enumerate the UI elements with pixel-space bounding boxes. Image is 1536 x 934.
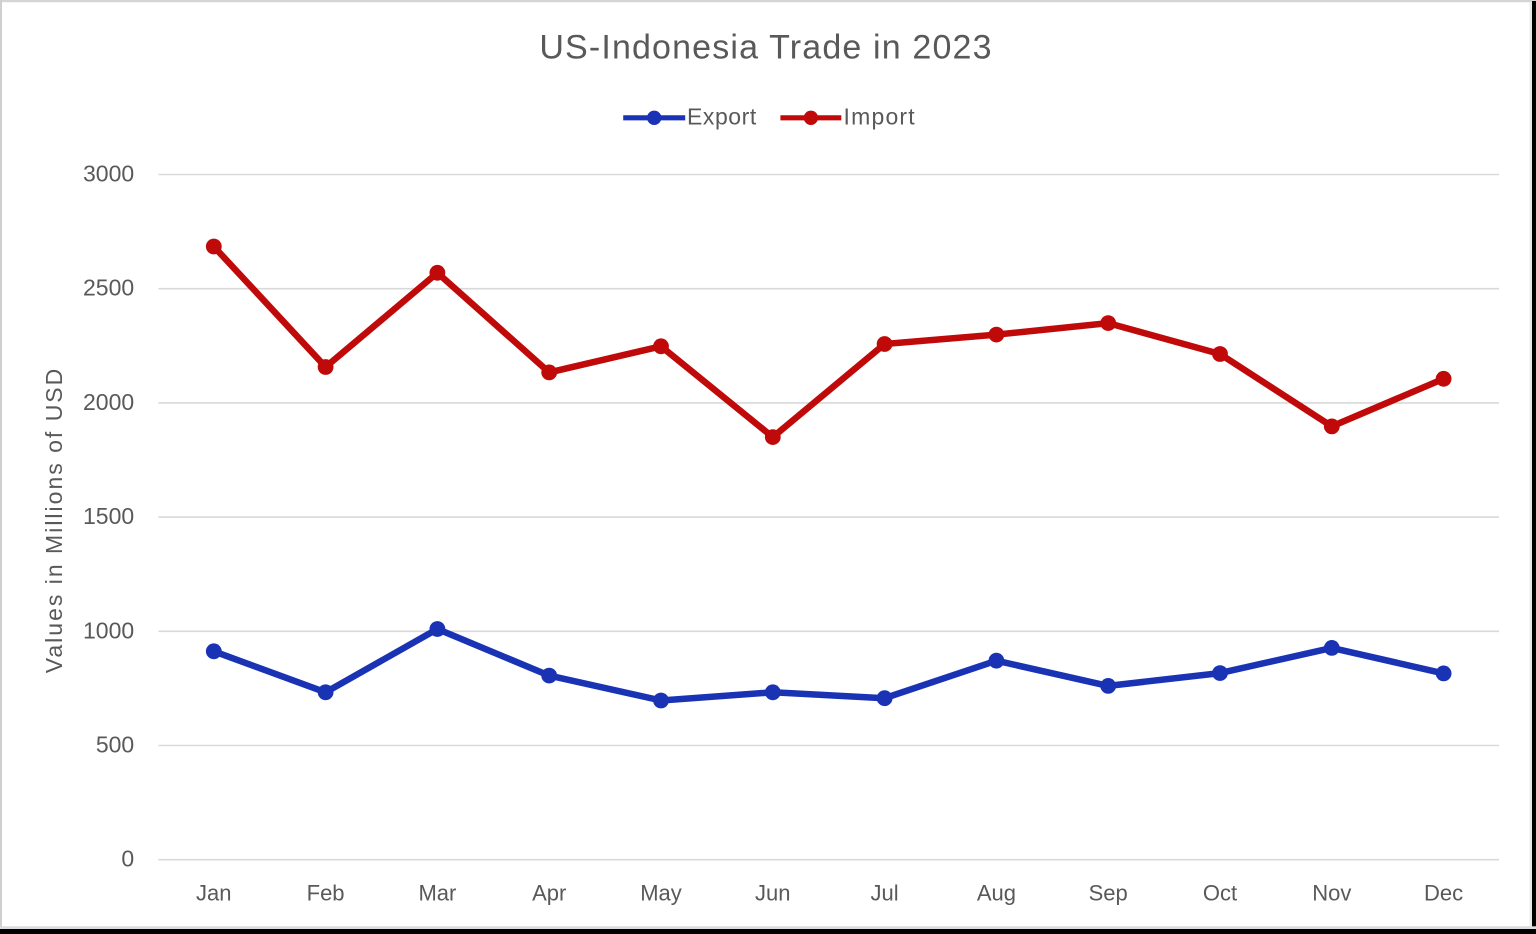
svg-text:2500: 2500 [83,275,134,301]
svg-text:Apr: Apr [532,880,566,905]
svg-text:Jun: Jun [755,880,790,905]
svg-text:1000: 1000 [83,617,134,643]
svg-text:Export: Export [687,104,757,130]
svg-text:Mar: Mar [418,880,456,905]
svg-text:0: 0 [121,846,134,872]
svg-text:Import: Import [844,104,916,130]
svg-text:Dec: Dec [1424,880,1463,905]
svg-text:Sep: Sep [1089,880,1128,905]
svg-text:1500: 1500 [83,503,134,529]
svg-text:Feb: Feb [307,880,345,905]
svg-text:US-Indonesia Trade in 2023: US-Indonesia Trade in 2023 [539,29,992,67]
svg-text:Jan: Jan [196,880,231,905]
svg-text:Values in Millions of USD: Values in Millions of USD [41,367,67,674]
svg-text:Aug: Aug [977,880,1016,905]
svg-text:May: May [640,880,682,905]
svg-text:Oct: Oct [1203,880,1237,905]
svg-text:Nov: Nov [1312,880,1351,905]
svg-text:Jul: Jul [871,880,899,905]
svg-text:3000: 3000 [83,161,134,187]
svg-text:2000: 2000 [83,389,134,415]
svg-text:500: 500 [96,732,134,758]
